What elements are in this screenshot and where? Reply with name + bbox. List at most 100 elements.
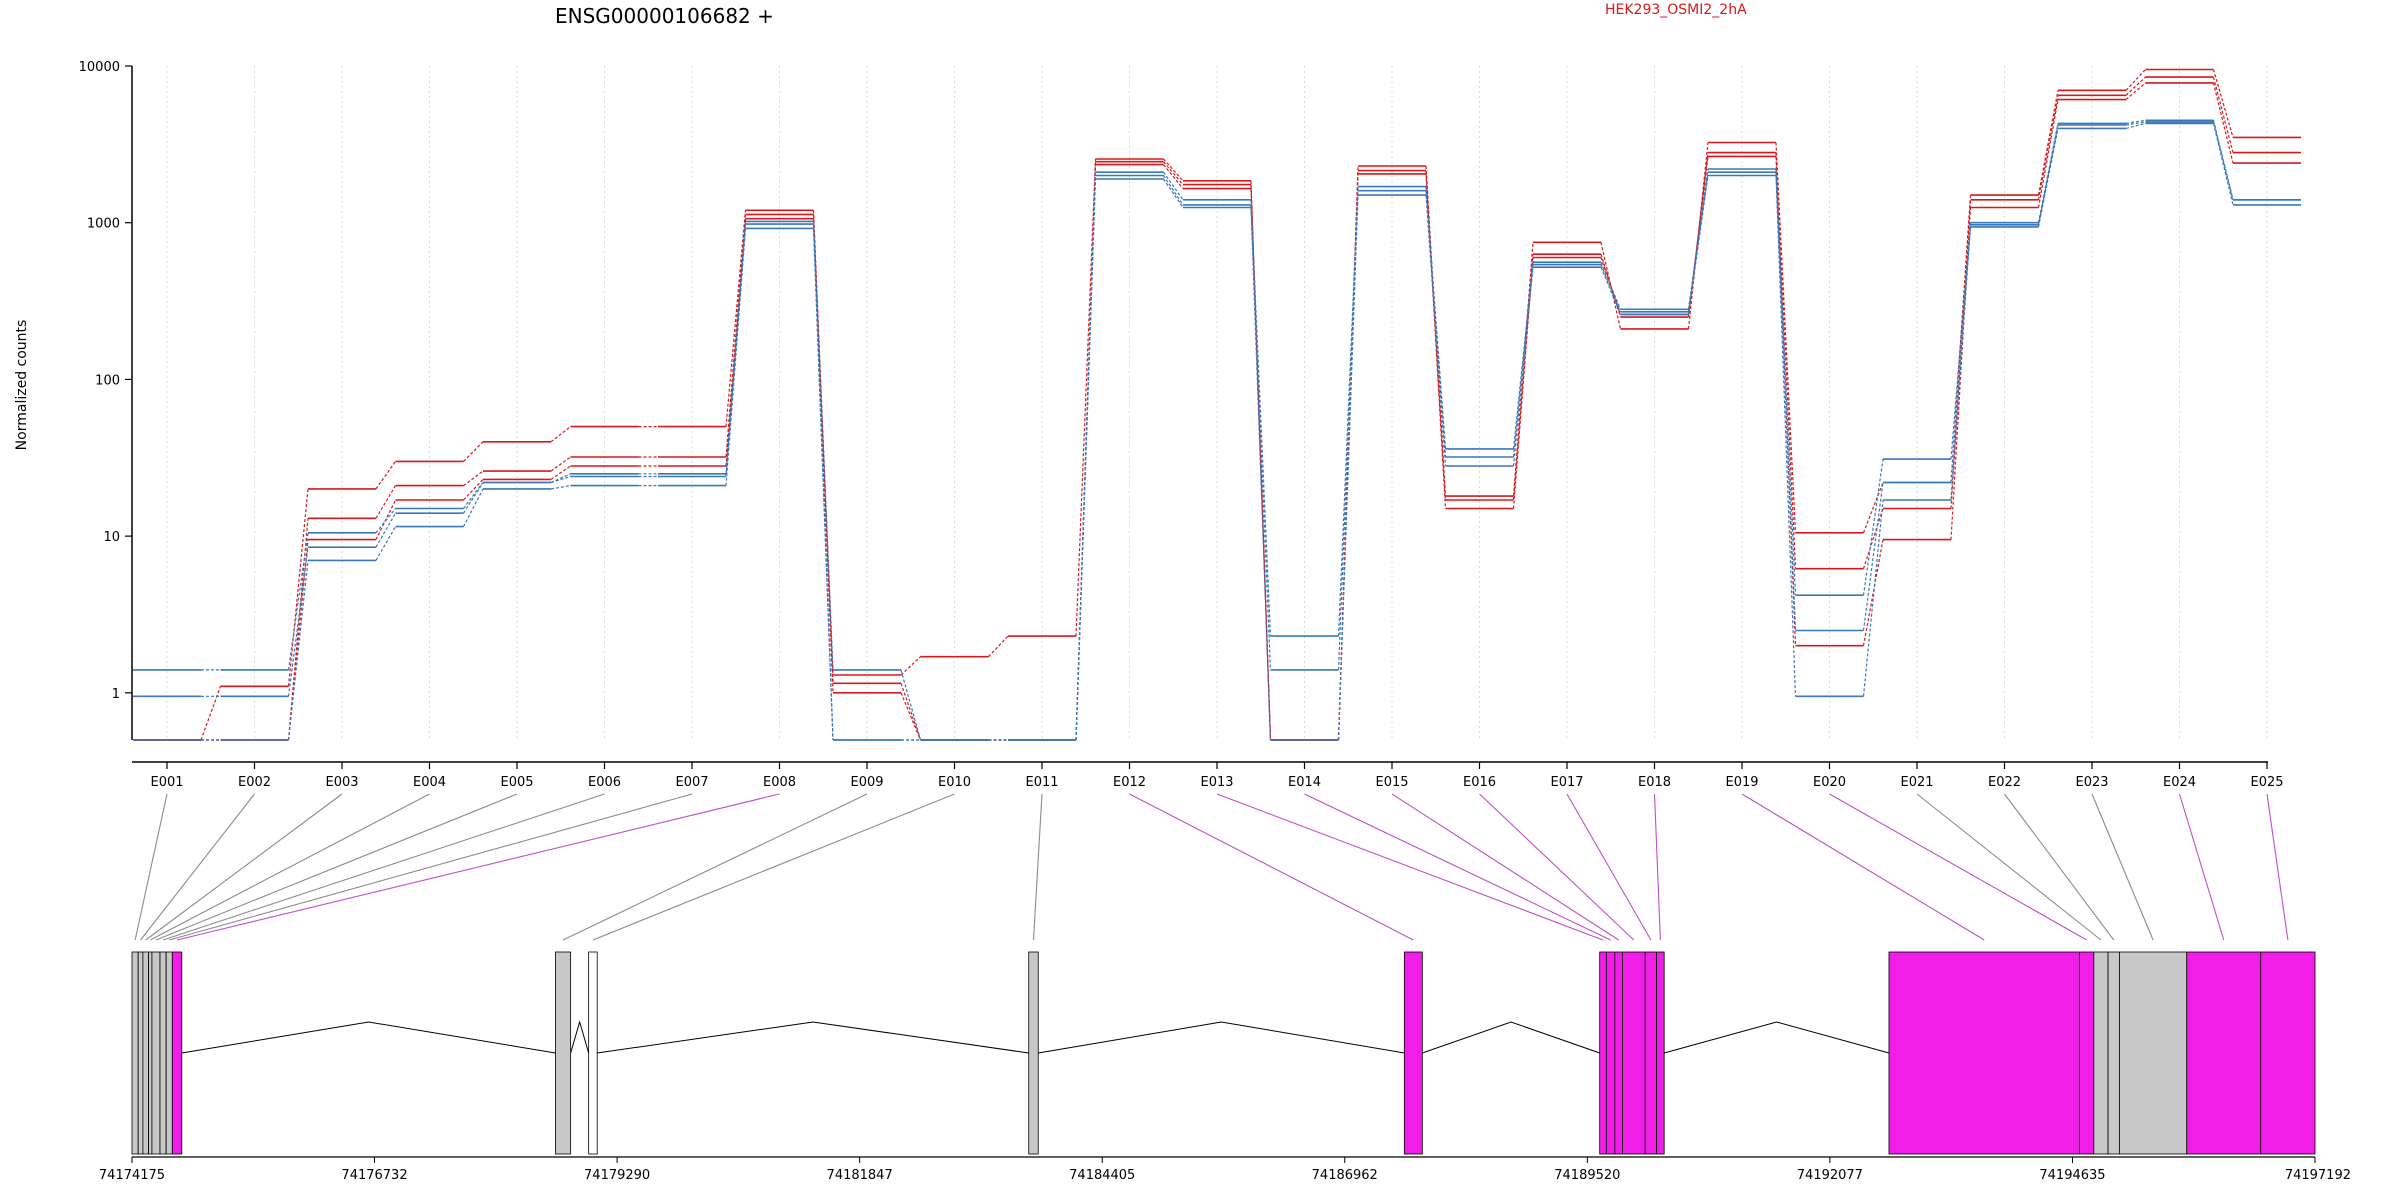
- exon-link-E004: [150, 793, 430, 941]
- exon-label-E008: E008: [763, 775, 796, 790]
- exon-label-E020: E020: [1813, 775, 1846, 790]
- exon-label-E005: E005: [500, 775, 533, 790]
- exon-label-E010: E010: [938, 775, 971, 790]
- exon-bin: [2093, 951, 2109, 1155]
- exon-link-E023: [2091, 793, 2154, 941]
- exon-bin: [1403, 951, 1423, 1155]
- exon-link-E020: [1829, 793, 2087, 941]
- exon-bin: [165, 951, 173, 1155]
- exon-bin: [555, 951, 572, 1155]
- exon-link-layer: [134, 793, 2289, 941]
- series-HEK293_OSMI2_2hA-0: [133, 68, 2301, 741]
- coord-tick-label: 74186962: [1312, 1168, 1378, 1183]
- exon-label-E009: E009: [850, 775, 883, 790]
- legend-entry-osmi2: HEK293_OSMI2_2hA: [1605, 2, 1747, 18]
- exon-link-E018: [1653, 793, 1661, 941]
- exon-label-E007: E007: [675, 775, 708, 790]
- x-axis: E001 E002 E003 E004 E005 E006 E007 E008 E009 E010…: [132, 761, 2284, 790]
- exon-link-E003: [145, 793, 343, 941]
- exon-link-E005: [155, 793, 518, 941]
- exon-label-E017: E017: [1550, 775, 1583, 790]
- exon-bin: [159, 951, 167, 1155]
- y-axis: 1 10 100 1000 10000: [79, 60, 133, 740]
- exon-link-E021: [1916, 793, 2102, 941]
- exon-label-E003: E003: [325, 775, 358, 790]
- exon-label-E001: E001: [150, 775, 183, 790]
- exon-link-E008: [176, 793, 780, 941]
- exon-bin: [137, 951, 144, 1155]
- exon-link-E009: [562, 793, 868, 941]
- exon-link-E002: [140, 793, 255, 941]
- exon-link-E013: [1216, 793, 1604, 941]
- exon-label-E015: E015: [1375, 775, 1408, 790]
- exon-bin: [142, 951, 149, 1155]
- y-tick-label: 10000: [79, 60, 120, 75]
- exon-bin: [151, 951, 161, 1155]
- coord-tick-label: 74197192: [2285, 1168, 2351, 1183]
- coord-tick-label: 74174175: [99, 1168, 165, 1183]
- intron-line: [570, 1020, 590, 1054]
- series-step-line: [133, 119, 2301, 741]
- intron-line: [1422, 1021, 1600, 1054]
- exon-label-E012: E012: [1113, 775, 1146, 790]
- exon-bin: [148, 951, 153, 1155]
- y-tick-label: 1: [112, 687, 120, 702]
- gene-model: [131, 951, 2316, 1155]
- exon-label-E018: E018: [1638, 775, 1671, 790]
- exon-link-E014: [1304, 793, 1611, 941]
- exon-bin: [171, 951, 183, 1155]
- y-tick-label: 10: [103, 530, 120, 545]
- exon-bin: [1605, 951, 1616, 1155]
- exon-bin: [131, 951, 139, 1155]
- y-tick-label: 1000: [87, 217, 120, 232]
- coord-tick-label: 74176732: [341, 1168, 407, 1183]
- exon-bin: [1656, 951, 1665, 1155]
- exon-label-E025: E025: [2250, 775, 2283, 790]
- exon-label-E016: E016: [1463, 775, 1496, 790]
- exon-link-E006: [162, 793, 605, 941]
- y-tick-label: 100: [95, 373, 120, 388]
- exon-bin: [2107, 951, 2120, 1155]
- exon-bin: [1614, 951, 1623, 1155]
- exon-label-E023: E023: [2075, 775, 2108, 790]
- exon-link-E011: [1032, 793, 1043, 941]
- coord-tick-label: 74192077: [1797, 1168, 1863, 1183]
- exon-bin: [2260, 951, 2316, 1155]
- series-connector: [200, 69, 2234, 741]
- coord-tick-label: 74184405: [1069, 1168, 1135, 1183]
- coord-tick-label: 74194635: [2039, 1168, 2105, 1183]
- genomic-coordinate-axis: 74174175 74176732 74179290 74181847 74184405…: [99, 1156, 2351, 1183]
- exon-bin: [1622, 951, 1646, 1155]
- exon-link-E016: [1479, 793, 1635, 941]
- y-axis-label: Normalized counts: [14, 320, 30, 451]
- exon-link-E015: [1391, 793, 1619, 941]
- coord-tick-label: 74189520: [1554, 1168, 1620, 1183]
- intron-line: [1038, 1021, 1405, 1054]
- exon-bin: [1028, 951, 1039, 1155]
- exon-label-E022: E022: [1988, 775, 2021, 790]
- exon-link-E012: [1129, 793, 1414, 941]
- exon-bin: [2119, 951, 2188, 1155]
- coord-tick-label: 74181847: [827, 1168, 893, 1183]
- exon-link-E019: [1741, 793, 1985, 941]
- intron-line: [181, 1021, 556, 1054]
- exon-link-E001: [134, 793, 168, 941]
- series-HEK293_TMG_2hB-5: [133, 122, 2301, 741]
- chart-title: ENSG00000106682 +: [555, 4, 774, 28]
- series-connector: [201, 122, 2234, 741]
- exon-bin: [1599, 951, 1607, 1155]
- exon-bin: [2079, 951, 2095, 1155]
- exon-label-E021: E021: [1900, 775, 1933, 790]
- exon-link-E017: [1566, 793, 1652, 941]
- coord-tick-label: 74179290: [584, 1168, 650, 1183]
- exon-label-E013: E013: [1200, 775, 1233, 790]
- exon-link-E007: [169, 793, 693, 941]
- exon-link-E024: [2178, 793, 2225, 941]
- exon-bin: [588, 951, 598, 1155]
- series-step-line: [133, 122, 2301, 741]
- exon-link-E022: [2004, 793, 2115, 941]
- series-step-line: [133, 68, 2301, 741]
- intron-line: [597, 1021, 1029, 1054]
- exon-bin: [2186, 951, 2262, 1155]
